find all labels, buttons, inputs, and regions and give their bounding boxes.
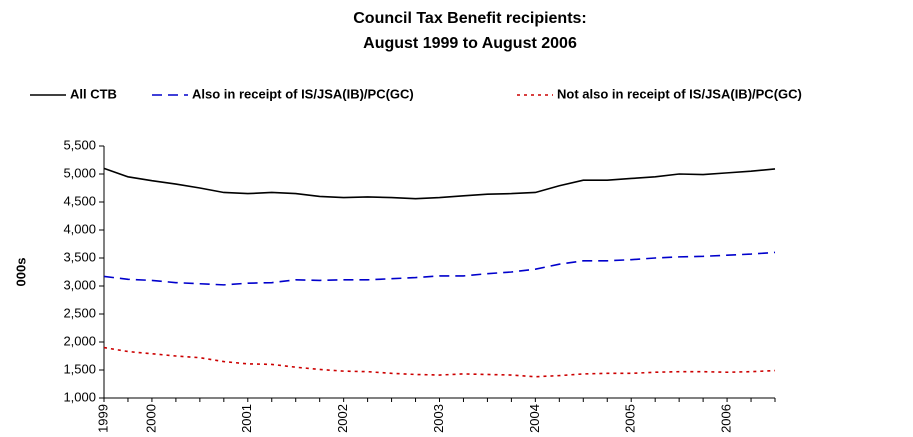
series-line <box>103 251 776 286</box>
legend-label: All CTB <box>70 86 117 101</box>
series-line <box>103 346 776 378</box>
x-tick-label: 2003 <box>431 404 446 433</box>
x-tick-label: 2004 <box>527 404 542 433</box>
chart-title: August 1999 to August 2006 <box>363 35 577 52</box>
x-tick-label: 1999 <box>95 404 110 433</box>
series-line <box>103 167 776 200</box>
y-tick-label: 4,500 <box>63 193 96 208</box>
y-tick-label: 5,000 <box>63 165 96 180</box>
y-tick-label: 3,500 <box>63 249 96 264</box>
x-tick-label: 2001 <box>239 404 254 433</box>
x-tick-label: 2005 <box>623 404 638 433</box>
x-tick-label: 2000 <box>143 404 158 433</box>
y-tick-label: 2,000 <box>63 333 96 348</box>
y-tick-label: 2,500 <box>63 305 96 320</box>
y-tick-label: 5,500 <box>63 137 96 152</box>
y-tick-label: 1,500 <box>63 361 96 376</box>
y-axis-label: 000s <box>13 258 28 287</box>
x-tick-label: 2002 <box>335 404 350 433</box>
chart-title: Council Tax Benefit recipients: <box>353 10 587 27</box>
y-tick-label: 3,000 <box>63 277 96 292</box>
legend-label: Also in receipt of IS/JSA(IB)/PC(GC) <box>192 86 414 101</box>
legend-label: Not also in receipt of IS/JSA(IB)/PC(GC) <box>557 86 802 101</box>
y-tick-label: 1,000 <box>63 389 96 404</box>
y-tick-label: 4,000 <box>63 221 96 236</box>
x-tick-label: 2006 <box>719 404 734 433</box>
